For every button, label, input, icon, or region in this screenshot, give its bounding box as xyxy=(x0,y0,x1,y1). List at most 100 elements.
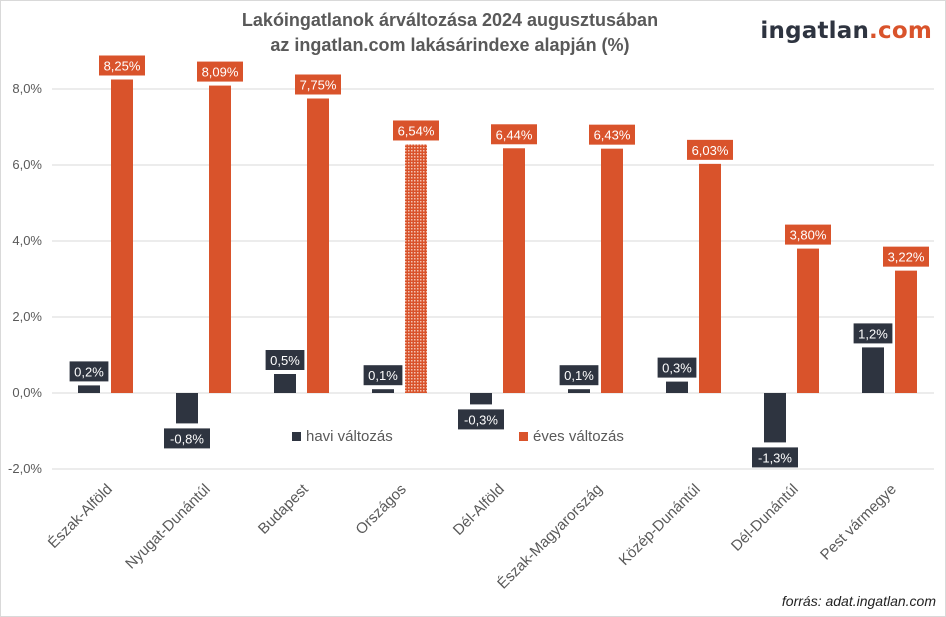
x-category-label: Pest vármegye xyxy=(817,481,900,564)
data-label-eves-text: 3,80% xyxy=(790,228,827,243)
chart-title-line-2: az ingatlan.com lakásárindexe alapján (%… xyxy=(270,35,630,55)
data-label-eves: 6,54% xyxy=(393,120,439,141)
y-tick-label: -2,0% xyxy=(8,461,42,476)
data-label-havi-text: 0,1% xyxy=(564,368,594,383)
legend-swatch-havi xyxy=(292,432,301,441)
data-label-eves-text: 6,54% xyxy=(398,123,435,138)
bar-eves xyxy=(797,248,819,393)
data-label-eves: 6,44% xyxy=(491,124,537,145)
data-label-havi-text: 1,2% xyxy=(858,326,888,341)
data-label-eves-text: 6,44% xyxy=(496,127,533,142)
y-tick-label: 4,0% xyxy=(12,233,42,248)
legend-label-eves: éves változás xyxy=(533,428,624,445)
x-category-label: Közép-Dunántúl xyxy=(616,481,704,569)
gridlines xyxy=(52,88,934,470)
logo-tld: com xyxy=(877,18,932,44)
data-label-eves: 7,75% xyxy=(295,74,341,95)
bar-havi xyxy=(274,374,296,393)
bar-eves xyxy=(601,148,623,393)
data-label-havi-text: 0,3% xyxy=(662,361,692,376)
data-label-havi: 0,2% xyxy=(69,361,109,382)
data-label-havi-bg xyxy=(69,361,109,382)
data-label-havi: -1,3% xyxy=(752,447,798,468)
data-label-havi: 0,5% xyxy=(265,350,305,370)
ingatlan-logo: ingatlan.com xyxy=(760,18,932,44)
data-label-havi: -0,8% xyxy=(164,428,210,449)
data-label-havi-bg xyxy=(458,409,504,430)
x-category-label: Dél-Alföld xyxy=(450,481,508,539)
data-labels: 0,2% 8,25% -0,8% 8,09% 0,5% 7,75% 0,1% 6,54% -0,… xyxy=(69,55,929,468)
bar-eves xyxy=(503,148,525,393)
data-label-eves: 3,22% xyxy=(883,246,929,267)
x-category-label: Budapest xyxy=(255,480,312,537)
data-label-eves-bg xyxy=(491,124,537,145)
data-label-eves-bg xyxy=(393,120,439,141)
data-label-havi-bg xyxy=(559,365,599,386)
data-label-eves: 3,80% xyxy=(785,224,831,245)
bar-havi xyxy=(568,389,590,393)
bar-havi xyxy=(862,347,884,393)
data-label-eves-text: 3,22% xyxy=(888,250,925,265)
data-label-eves-bg xyxy=(883,246,929,267)
bar-havi xyxy=(470,393,492,405)
data-label-havi: 0,1% xyxy=(559,365,599,386)
y-tick-label: 8,0% xyxy=(12,81,42,96)
bar-eves xyxy=(699,163,721,393)
bar-eves xyxy=(405,144,427,393)
bar-havi xyxy=(78,385,100,393)
data-label-eves: 6,03% xyxy=(687,139,733,160)
chart-title: Lakóingatlanok árváltozása 2024 augusztu… xyxy=(150,8,750,58)
x-category-label: Dél-Dunántúl xyxy=(728,481,802,555)
data-label-havi-bg xyxy=(363,365,403,386)
x-category-label: Észak-Alföld xyxy=(45,481,116,552)
data-label-eves-text: 6,03% xyxy=(692,143,729,158)
x-axis: Észak-Alföld Nyugat-Dunántúl Budapest Orszá… xyxy=(45,480,900,592)
bar-havi xyxy=(176,393,198,424)
data-label-eves: 8,25% xyxy=(99,55,145,76)
data-label-eves: 6,43% xyxy=(589,124,635,145)
data-label-havi-text: -1,3% xyxy=(758,450,792,465)
bars xyxy=(78,79,917,443)
chart-title-line-1: Lakóingatlanok árváltozása 2024 augusztu… xyxy=(241,10,659,30)
data-label-eves-bg xyxy=(99,55,145,76)
x-category-label: Észak-Magyarország xyxy=(494,481,606,593)
bar-eves xyxy=(209,85,231,393)
data-label-havi-text: -0,8% xyxy=(170,431,204,446)
legend-label-havi: havi változás xyxy=(306,428,393,445)
x-category-label: Országos xyxy=(352,481,409,538)
y-tick-label: 2,0% xyxy=(12,309,42,324)
data-label-eves-text: 7,75% xyxy=(300,78,337,93)
data-label-eves-bg xyxy=(687,139,733,160)
data-label-eves: 8,09% xyxy=(197,61,243,82)
data-label-havi: 0,1% xyxy=(363,365,403,386)
data-label-eves-text: 8,09% xyxy=(202,65,239,80)
data-label-havi-bg xyxy=(265,350,305,370)
bar-eves xyxy=(895,270,917,393)
data-label-havi-text: 0,5% xyxy=(270,353,300,368)
data-label-eves-bg xyxy=(589,124,635,145)
source-note: forrás: adat.ingatlan.com xyxy=(781,593,936,609)
logo-name: ingatlan xyxy=(760,18,870,44)
y-tick-label: 0,0% xyxy=(12,385,42,400)
legend-swatch-eves xyxy=(519,432,528,441)
data-label-havi: -0,3% xyxy=(458,409,504,430)
data-label-havi-bg xyxy=(657,357,697,378)
data-label-eves-bg xyxy=(785,224,831,245)
bar-havi xyxy=(372,389,394,393)
data-label-havi: 0,3% xyxy=(657,357,697,378)
bar-eves xyxy=(111,79,133,393)
bar-eves xyxy=(307,98,329,393)
y-axis: -2,0% 0,0% 2,0% 4,0% 6,0% 8,0% xyxy=(8,81,42,476)
bar-havi xyxy=(666,381,688,393)
legend: havi változás éves változás xyxy=(292,428,624,445)
data-label-havi: 1,2% xyxy=(853,323,893,344)
data-label-havi-text: 0,2% xyxy=(74,364,104,379)
data-label-eves-text: 8,25% xyxy=(104,59,141,74)
data-label-havi-bg xyxy=(752,447,798,468)
logo-dot: . xyxy=(869,18,878,44)
data-label-eves-text: 6,43% xyxy=(594,128,631,143)
data-label-havi-text: 0,1% xyxy=(368,368,398,383)
data-label-eves-bg xyxy=(295,74,341,95)
